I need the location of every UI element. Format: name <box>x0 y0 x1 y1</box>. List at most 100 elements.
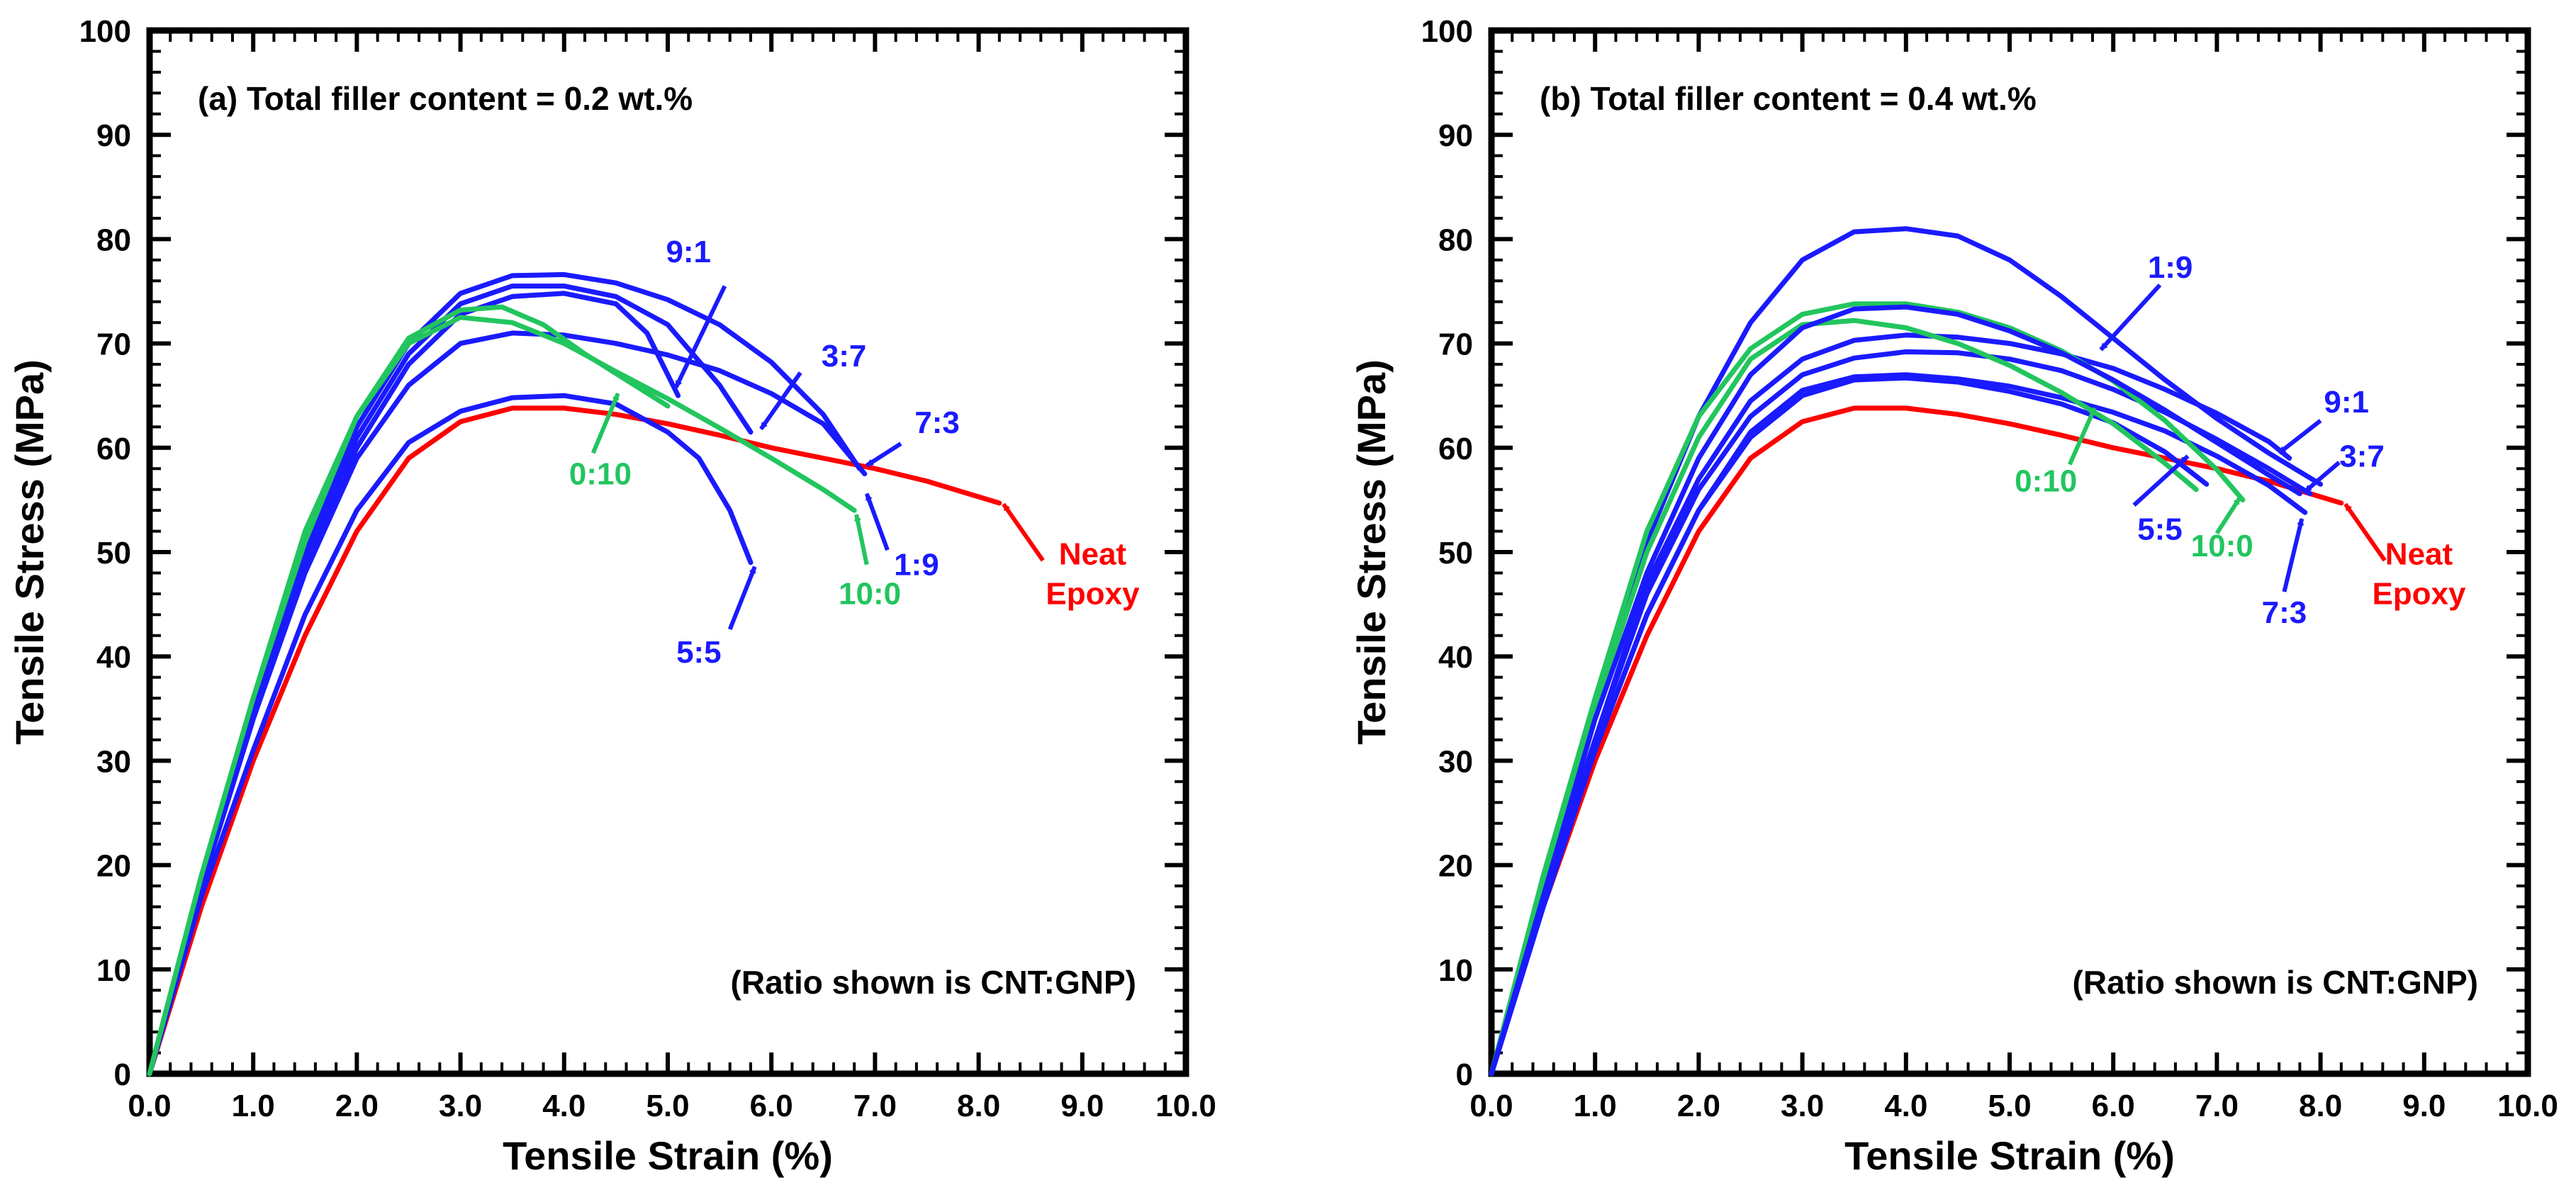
x-axis-label: Tensile Strain (%) <box>1844 1133 2175 1178</box>
y-axis-label: Tensile Stress (MPa) <box>1349 359 1394 745</box>
plot-frame <box>146 27 1189 1077</box>
y-tick-label: 20 <box>96 849 131 884</box>
annotation-label: 5:5 <box>676 635 722 670</box>
x-tick-label: 9.0 <box>1060 1089 1104 1123</box>
annotation-label: 10:0 <box>839 577 901 612</box>
series-line-0-10 <box>1489 318 2199 1077</box>
x-tick-label: 6.0 <box>2092 1089 2135 1123</box>
annotation-arrow <box>727 566 757 631</box>
annotation-label: 3:7 <box>2339 439 2385 473</box>
annotation-label: 1:9 <box>894 547 939 582</box>
annotation-arrow <box>2132 454 2190 507</box>
annotation-arrow <box>2214 496 2242 535</box>
ratio-note: (Ratio shown is CNT:GNP) <box>2073 964 2478 1001</box>
y-tick-label: 20 <box>1438 849 1473 884</box>
plot-frame <box>1488 27 2531 1077</box>
series-line-unlabeled <box>1489 304 2302 1077</box>
y-tick-label: 10 <box>96 953 131 988</box>
y-axis-label: Tensile Stress (MPa) <box>7 359 52 745</box>
y-tick-label: 70 <box>96 327 131 362</box>
annotation-arrow <box>2282 517 2305 592</box>
x-tick-label: 2.0 <box>1677 1089 1720 1123</box>
y-tick-label: 100 <box>1421 14 1473 49</box>
annotations: 9:1 3:7 7:3 1:9 Neat Epoxy 0:10 10:0 5:5 <box>569 235 1140 670</box>
annotation-arrow <box>2068 407 2097 466</box>
ratio-note: (Ratio shown is CNT:GNP) <box>731 964 1136 1001</box>
annotation-label: Epoxy <box>1046 577 1140 612</box>
annotation-label: 0:10 <box>2015 464 2077 499</box>
y-tick-label: 70 <box>1438 327 1473 362</box>
annotation-label: 9:1 <box>666 235 711 269</box>
x-tick-label: 10.0 <box>1155 1089 1216 1123</box>
chart-title: (b) Total filler content = 0.4 wt.% <box>1540 80 2037 117</box>
y-tick-label: 0 <box>114 1057 131 1092</box>
y-tick-label: 80 <box>1438 223 1473 257</box>
series-line-7-3 <box>147 271 862 1077</box>
annotation-arrow <box>2278 419 2322 455</box>
y-tick-label: 60 <box>1438 432 1473 466</box>
x-tick-label: 3.0 <box>439 1089 482 1123</box>
panel-b: 0.0 1.0 2.0 3.0 4.0 5.0 6.0 7.0 8.0 9.0 10.0 0 10 20 3… <box>1349 14 2558 1178</box>
x-tick-label: 8.0 <box>2299 1089 2342 1123</box>
annotation-arrow <box>673 285 727 388</box>
annotation-label: 10:0 <box>2191 529 2253 563</box>
series-line-neat-epoxy <box>1489 405 2344 1077</box>
annotation-arrow <box>1002 502 1045 562</box>
annotation-arrow <box>866 442 902 468</box>
y-tick-label: 40 <box>96 640 131 675</box>
annotation-arrow <box>2343 502 2387 562</box>
panel-a: 0.0 1.0 2.0 3.0 4.0 5.0 6.0 7.0 8.0 9.0 10.0 0 10 20 3… <box>7 14 1216 1178</box>
x-axis-label: Tensile Strain (%) <box>503 1133 833 1178</box>
annotation-arrow <box>2099 283 2162 352</box>
annotation-arrow <box>864 493 890 551</box>
x-tick-label: 7.0 <box>2195 1089 2239 1123</box>
annotation-arrow <box>2303 461 2341 493</box>
chart-title: (a) Total filler content = 0.2 wt.% <box>198 80 693 117</box>
annotations: 1:9 9:1 3:7 Neat Epoxy 0:10 5:5 10:0 7:3 <box>2015 250 2466 630</box>
annotation-arrow <box>590 393 620 454</box>
x-tick-label: 6.0 <box>750 1089 793 1123</box>
x-tick-label: 10.0 <box>2497 1089 2558 1123</box>
annotation-label: 9:1 <box>2324 385 2369 420</box>
x-tick-label: 0.0 <box>1469 1089 1513 1123</box>
series-line-10-0 <box>1489 301 2246 1077</box>
y-tick-label: 50 <box>96 536 131 571</box>
series-line-neat-epoxy <box>147 405 1002 1077</box>
y-tick-label: 40 <box>1438 640 1473 675</box>
x-tick-label: 9.0 <box>2402 1089 2446 1123</box>
x-tick-label: 0.0 <box>128 1089 171 1123</box>
y-tick-label: 30 <box>1438 744 1473 779</box>
x-tick-label: 1.0 <box>1574 1089 1617 1123</box>
series-line-5-5 <box>147 393 754 1077</box>
series-group <box>1489 226 2344 1077</box>
annotation-label: Neat <box>2385 537 2453 572</box>
annotation-label: 5:5 <box>2137 512 2183 546</box>
series-line-9-1 <box>1489 332 2292 1077</box>
annotation-arrow <box>854 514 869 566</box>
series-group <box>147 271 1002 1077</box>
annotation-label: Neat <box>1059 537 1127 572</box>
annotation-label: Epoxy <box>2372 577 2466 612</box>
annotation-label: 7:3 <box>914 405 960 440</box>
annotation-label: 0:10 <box>569 456 632 491</box>
x-tick-label: 8.0 <box>957 1089 1000 1123</box>
annotation-label: 3:7 <box>822 339 867 373</box>
x-tick-label: 4.0 <box>1884 1089 1927 1123</box>
x-tick-label: 4.0 <box>542 1089 586 1123</box>
y-tick-label: 90 <box>1438 118 1473 153</box>
x-tick-label: 7.0 <box>853 1089 897 1123</box>
y-tick-label: 50 <box>1438 536 1473 571</box>
x-tick-label: 2.0 <box>335 1089 379 1123</box>
y-tick-label: 100 <box>79 14 131 49</box>
annotation-arrow <box>759 371 802 431</box>
y-tick-label: 80 <box>96 223 131 257</box>
y-tick-label: 60 <box>96 432 131 466</box>
x-tick-label: 5.0 <box>1988 1089 2031 1123</box>
x-tick-label: 1.0 <box>232 1089 275 1123</box>
series-line-10-0 <box>147 304 671 1077</box>
y-tick-label: 0 <box>1456 1057 1473 1092</box>
x-tick-label: 5.0 <box>646 1089 689 1123</box>
annotation-label: 1:9 <box>2148 250 2193 285</box>
y-tick-label: 10 <box>1438 953 1473 988</box>
